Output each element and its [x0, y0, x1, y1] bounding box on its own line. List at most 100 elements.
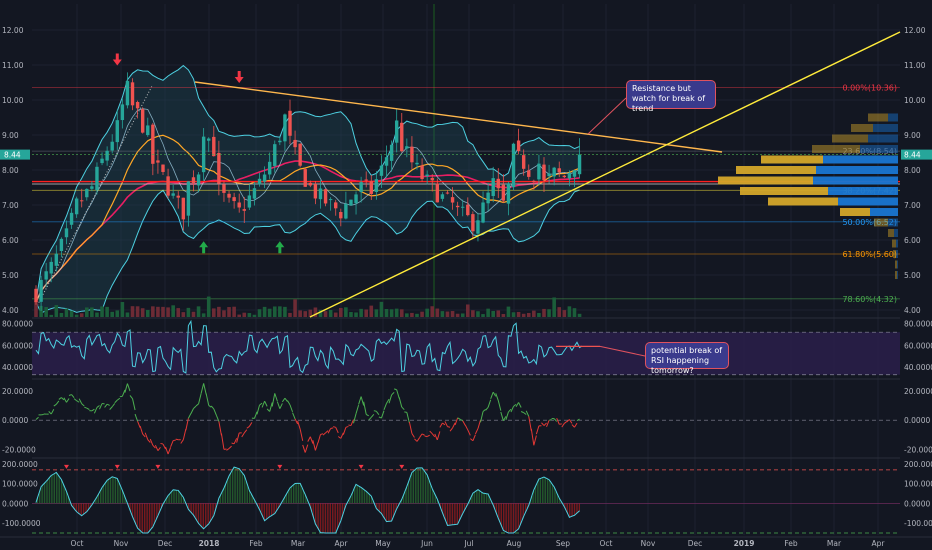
candle-body	[491, 178, 495, 197]
candle-body	[481, 202, 485, 223]
momentum-line-segment	[424, 435, 428, 438]
momentum-line-segment	[236, 432, 240, 443]
cci-axis-left-tick: 0.0000	[2, 499, 28, 508]
volume-bar	[481, 314, 485, 317]
rsi-panel[interactable]	[32, 319, 900, 376]
momentum-line-segment	[116, 397, 121, 401]
volume-bar	[125, 312, 130, 317]
candle-body	[466, 204, 470, 216]
momentum-line-segment	[35, 416, 39, 420]
momentum-line-segment	[383, 403, 387, 410]
candle-body	[384, 157, 389, 166]
price-panel[interactable]: 0.00%(10.36)23.60%(8.54)38.20%(7.42)50.0…	[0, 31, 932, 318]
volume-bar	[333, 312, 338, 317]
momentum-line-segment	[134, 413, 139, 422]
momentum-line-segment	[548, 418, 552, 421]
volume-bar	[262, 306, 267, 317]
time-axis-label: Apr	[335, 539, 349, 548]
candle-body	[537, 163, 541, 180]
momentum-line-segment	[109, 406, 113, 410]
candle-body	[278, 140, 282, 143]
volume-bar	[552, 297, 556, 317]
momentum-line-segment	[132, 398, 136, 411]
volume-profile-bar-up	[874, 218, 888, 227]
candle-body	[176, 195, 180, 198]
candle-body	[181, 197, 186, 220]
volume-bar	[506, 306, 511, 317]
cci-panel[interactable]	[32, 464, 900, 534]
volume-bar	[39, 305, 43, 317]
momentum-line-segment	[429, 430, 433, 435]
last-price-label-right: 8.44	[904, 151, 921, 160]
volume-bar	[242, 312, 247, 317]
volume-bar	[49, 314, 54, 317]
candle-body	[552, 167, 556, 177]
fib-level-label: 23.60%(8.54)	[842, 147, 897, 156]
momentum-line-segment	[330, 427, 334, 429]
momentum-line-segment	[327, 428, 332, 434]
resistance-annotation[interactable]: Resistance but watch for break of trend	[626, 80, 716, 113]
momentum-line-segment	[561, 423, 565, 428]
momentum-line-segment	[439, 422, 443, 428]
time-axis-label: Nov	[641, 539, 656, 548]
rsi-axis-left-tick: 60.0000	[2, 341, 33, 350]
cci-overbought-marker-icon	[114, 464, 120, 469]
momentum-line-segment	[348, 424, 352, 427]
volume-bar	[537, 313, 541, 317]
candle-body	[461, 206, 465, 208]
volume-bar	[222, 310, 226, 317]
momentum-panel[interactable]	[32, 383, 900, 455]
momentum-line-segment	[358, 396, 362, 405]
momentum-line-segment	[170, 440, 174, 448]
resistance-trendline[interactable]	[194, 81, 723, 153]
momentum-line-segment	[454, 417, 459, 426]
volume-bar	[120, 302, 125, 317]
candle-body	[562, 175, 567, 178]
price-axis-left-tick: 9.00	[2, 131, 19, 140]
candle-body	[95, 166, 99, 191]
price-axis-left-tick: 6.00	[2, 236, 19, 245]
momentum-line-segment	[63, 397, 67, 403]
momentum-line-segment	[253, 411, 258, 419]
momentum-line-segment	[426, 434, 430, 438]
volume-bar	[95, 312, 99, 317]
candle-body	[90, 186, 94, 189]
candle-body	[74, 198, 79, 215]
momentum-line-segment	[53, 403, 57, 407]
momentum-line-segment	[126, 383, 131, 392]
candle-body	[54, 253, 59, 266]
momentum-line-segment	[129, 395, 133, 399]
volume-bar	[557, 307, 562, 317]
volume-profile-bar-up	[718, 176, 813, 185]
candle-body	[105, 150, 109, 161]
momentum-axis-right-tick: 0.0000	[904, 416, 930, 425]
volume-bar	[272, 306, 277, 317]
momentum-line-segment	[259, 402, 263, 406]
rsi-annotation[interactable]: potential break of RSI happening tomorro…	[645, 342, 729, 375]
momentum-line-segment	[449, 427, 453, 432]
momentum-axis-right-tick: 20.0000	[904, 387, 932, 396]
momentum-line-segment	[96, 405, 100, 408]
rsi-annotation-pointer	[599, 345, 646, 357]
momentum-line-segment	[312, 440, 316, 451]
momentum-line-segment	[264, 400, 268, 407]
volume-bar	[384, 308, 389, 317]
momentum-line-segment	[434, 433, 438, 441]
volume-bar	[288, 312, 292, 317]
momentum-line-segment	[215, 414, 220, 422]
candle-body	[288, 110, 292, 136]
volume-profile-bar-down	[894, 229, 898, 237]
momentum-line-segment	[111, 403, 116, 408]
momentum-line-segment	[48, 411, 52, 415]
candle-body	[359, 182, 363, 193]
momentum-line-segment	[226, 448, 230, 451]
support-trendline[interactable]	[309, 31, 901, 318]
candle-body	[110, 141, 114, 151]
last-price-tag-left	[0, 149, 30, 160]
momentum-line-segment	[322, 432, 326, 436]
volume-bar	[196, 306, 201, 317]
volume-profile-bar-up	[736, 166, 816, 174]
momentum-line-segment	[350, 419, 354, 426]
momentum-line-segment	[419, 433, 423, 438]
